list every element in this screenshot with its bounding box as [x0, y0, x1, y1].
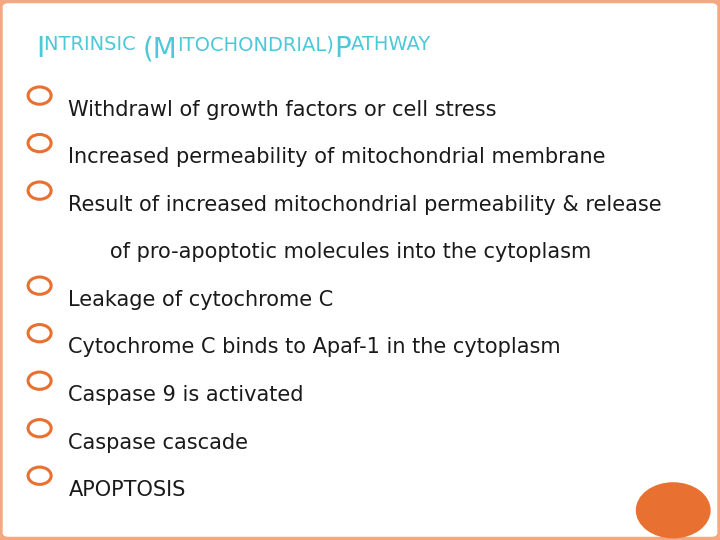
Text: (M: (M	[143, 35, 177, 63]
Text: Increased permeability of mitochondrial membrane: Increased permeability of mitochondrial …	[68, 147, 606, 167]
Text: Withdrawl of growth factors or cell stress: Withdrawl of growth factors or cell stre…	[68, 100, 497, 120]
Text: Cytochrome C binds to Apaf-1 in the cytoplasm: Cytochrome C binds to Apaf-1 in the cyto…	[68, 338, 561, 357]
Text: I: I	[36, 35, 44, 63]
Text: ITOCHONDRIAL): ITOCHONDRIAL)	[177, 35, 334, 54]
Text: APOPTOSIS: APOPTOSIS	[68, 480, 186, 500]
Text: Result of increased mitochondrial permeability & release: Result of increased mitochondrial permea…	[68, 195, 662, 215]
Text: NTRINSIC: NTRINSIC	[44, 35, 143, 54]
Text: Leakage of cytochrome C: Leakage of cytochrome C	[68, 290, 333, 310]
Text: ATHWAY: ATHWAY	[351, 35, 431, 54]
Text: P: P	[334, 35, 351, 63]
Text: Caspase 9 is activated: Caspase 9 is activated	[68, 385, 304, 405]
Text: of pro-apoptotic molecules into the cytoplasm: of pro-apoptotic molecules into the cyto…	[90, 242, 591, 262]
Circle shape	[636, 482, 711, 538]
Text: Caspase cascade: Caspase cascade	[68, 433, 248, 453]
